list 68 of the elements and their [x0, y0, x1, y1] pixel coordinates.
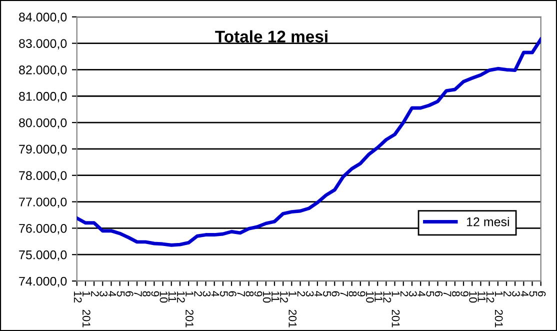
x-tick-label: 12 — [383, 292, 392, 303]
y-tick-label: 76.000,0 — [19, 224, 67, 234]
x-tick-label: 6 — [228, 291, 236, 296]
x-tick-label: 5 — [529, 291, 538, 296]
x-tick-label: 11 — [272, 292, 280, 302]
y-tick-label: 81.000,0 — [19, 92, 67, 102]
x-tick-label: 5 — [323, 291, 331, 296]
x-tick-label: 2 — [400, 291, 408, 296]
x-tick-label: 12 — [280, 292, 288, 303]
x-tick-label: 10 — [366, 292, 374, 303]
x-tick-label: 1 201 — [494, 292, 503, 328]
x-tick-label: 10 — [469, 292, 477, 303]
x-tick-label: 3 — [100, 291, 108, 296]
x-tick-label: 10 — [160, 292, 168, 303]
y-tick-label: 83.000,0 — [19, 39, 67, 50]
x-tick-label: 4 — [418, 290, 426, 297]
x-tick-label: 12 — [486, 292, 494, 303]
x-tick-label: 1 201 — [82, 292, 90, 328]
x-tick-label: 2 — [194, 291, 202, 296]
x-tick-label: 7 — [340, 291, 348, 296]
y-tick-label: 84.000,0 — [19, 12, 67, 24]
y-tick-label: 75.000,0 — [19, 250, 67, 261]
x-tick-label: 7 — [134, 291, 142, 296]
y-tick-label: 82.000,0 — [19, 66, 67, 76]
x-tick-label: 1 201 — [392, 292, 400, 328]
x-tick-label: 5 — [220, 291, 228, 296]
y-tick-label: 77.000,0 — [19, 198, 67, 208]
x-tick-label: 5 — [116, 291, 125, 296]
legend-label: 12 mesi — [466, 217, 509, 226]
x-tick-label: 7 — [237, 291, 245, 296]
y-tick-label: 79.000,0 — [19, 144, 67, 156]
x-tick-label: 6 — [434, 291, 443, 296]
x-tick-label: 8 — [246, 291, 254, 296]
x-tick-label: 5 — [426, 291, 434, 296]
x-tick-label: 9 — [357, 291, 366, 296]
text: Totale 12 mesi — [215, 30, 328, 42]
x-tick-label: 2 — [297, 291, 306, 296]
x-tick-label: 3 — [202, 291, 211, 296]
x-tick-label: 9 — [460, 291, 468, 296]
x-tick-label: 4 — [211, 290, 220, 297]
x-tick-label: 3 — [512, 291, 520, 296]
x-tick-label: 11 — [168, 292, 176, 302]
x-tick-label: 11 — [374, 292, 382, 302]
x-tick-label: 4 — [108, 290, 116, 297]
x-tick-label: 3 — [306, 291, 314, 296]
x-tick-label: 6 — [538, 291, 546, 296]
x-tick-label: 8 — [348, 291, 357, 296]
x-tick-label: 12 — [177, 292, 185, 303]
x-tick-label: 9 — [151, 291, 160, 296]
x-tick-label: 8 — [452, 291, 460, 296]
y-tick-label: 80.000,0 — [19, 118, 67, 129]
y-tick-label: 78.000,0 — [19, 171, 67, 182]
x-tick-label: 1 201 — [186, 292, 194, 328]
x-tick-label: 4 — [314, 290, 322, 297]
x-tick-label: 10 — [262, 292, 271, 303]
x-tick-label: 4 — [520, 290, 528, 297]
x-tick-label: 7 — [443, 291, 452, 296]
y-tick-label: 74.000,0 — [19, 276, 67, 288]
x-tick-label: 9 — [254, 291, 262, 296]
x-tick-label: 11 — [478, 292, 486, 302]
x-tick-label: 12 — [74, 292, 82, 303]
x-tick-label: 8 — [142, 291, 150, 296]
x-tick-label: 2 — [504, 291, 512, 296]
x-tick-label: 6 — [125, 291, 134, 296]
x-tick-label: 6 — [332, 291, 340, 296]
x-tick-label: 2 — [91, 291, 99, 296]
x-tick-label: 3 — [408, 291, 417, 296]
x-tick-label: 1 201 — [288, 292, 297, 328]
